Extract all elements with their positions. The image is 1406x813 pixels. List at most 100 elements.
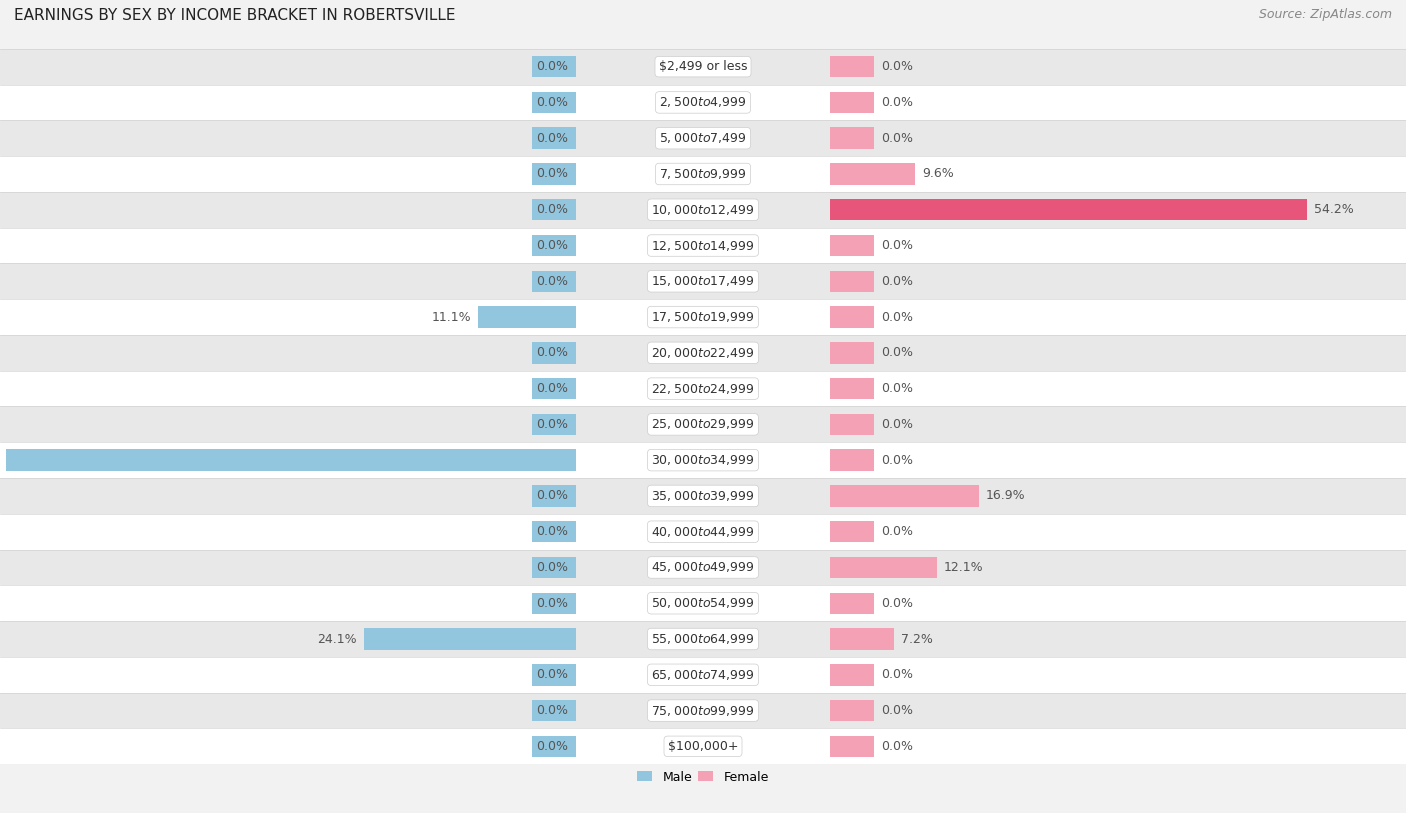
Text: 0.0%: 0.0%: [537, 203, 568, 216]
Text: 0.0%: 0.0%: [537, 597, 568, 610]
Text: $20,000 to $22,499: $20,000 to $22,499: [651, 346, 755, 360]
Bar: [831, 664, 875, 685]
Bar: [831, 378, 875, 399]
Bar: [831, 163, 915, 185]
Text: $50,000 to $54,999: $50,000 to $54,999: [651, 596, 755, 611]
Bar: [831, 235, 875, 256]
Text: 24.1%: 24.1%: [318, 633, 357, 646]
Text: 0.0%: 0.0%: [537, 167, 568, 180]
Text: 0.0%: 0.0%: [882, 346, 914, 359]
Text: 0.0%: 0.0%: [882, 311, 914, 324]
Text: 0.0%: 0.0%: [882, 454, 914, 467]
Text: 16.9%: 16.9%: [986, 489, 1025, 502]
Text: 0.0%: 0.0%: [537, 740, 568, 753]
Bar: [0, 657, 1406, 693]
Text: $65,000 to $74,999: $65,000 to $74,999: [651, 667, 755, 682]
Text: 0.0%: 0.0%: [882, 704, 914, 717]
Bar: [831, 700, 875, 721]
Bar: [531, 378, 575, 399]
Bar: [0, 585, 1406, 621]
Text: $100,000+: $100,000+: [668, 740, 738, 753]
Text: 0.0%: 0.0%: [537, 704, 568, 717]
Bar: [831, 307, 875, 328]
Bar: [531, 521, 575, 542]
Bar: [0, 120, 1406, 156]
Bar: [0, 228, 1406, 263]
Bar: [531, 342, 575, 363]
Bar: [0, 621, 1406, 657]
Bar: [831, 199, 1306, 220]
Text: 0.0%: 0.0%: [537, 489, 568, 502]
Text: 0.0%: 0.0%: [537, 525, 568, 538]
Text: 0.0%: 0.0%: [882, 275, 914, 288]
Text: $7,500 to $9,999: $7,500 to $9,999: [659, 167, 747, 181]
Text: EARNINGS BY SEX BY INCOME BRACKET IN ROBERTSVILLE: EARNINGS BY SEX BY INCOME BRACKET IN ROB…: [14, 8, 456, 23]
Text: $17,500 to $19,999: $17,500 to $19,999: [651, 310, 755, 324]
Bar: [0, 335, 1406, 371]
Text: $5,000 to $7,499: $5,000 to $7,499: [659, 131, 747, 146]
Bar: [831, 450, 875, 471]
Text: 0.0%: 0.0%: [537, 418, 568, 431]
Text: 0.0%: 0.0%: [882, 239, 914, 252]
Text: 12.1%: 12.1%: [943, 561, 983, 574]
Bar: [831, 56, 875, 77]
Text: 0.0%: 0.0%: [537, 561, 568, 574]
Text: 0.0%: 0.0%: [537, 668, 568, 681]
Bar: [831, 521, 875, 542]
Bar: [0, 478, 1406, 514]
Text: $10,000 to $12,499: $10,000 to $12,499: [651, 202, 755, 217]
Bar: [831, 485, 979, 506]
Bar: [831, 342, 875, 363]
Text: 0.0%: 0.0%: [537, 60, 568, 73]
Text: $12,500 to $14,999: $12,500 to $14,999: [651, 238, 755, 253]
Text: 0.0%: 0.0%: [882, 60, 914, 73]
Bar: [0, 49, 1406, 85]
Bar: [831, 557, 936, 578]
Bar: [831, 628, 894, 650]
Bar: [531, 199, 575, 220]
Text: 0.0%: 0.0%: [537, 275, 568, 288]
Text: $45,000 to $49,999: $45,000 to $49,999: [651, 560, 755, 575]
Bar: [0, 371, 1406, 406]
Bar: [831, 736, 875, 757]
Bar: [531, 485, 575, 506]
Text: $22,500 to $24,999: $22,500 to $24,999: [651, 381, 755, 396]
Bar: [0, 85, 1406, 120]
Bar: [531, 271, 575, 292]
Bar: [531, 128, 575, 149]
Text: $2,500 to $4,999: $2,500 to $4,999: [659, 95, 747, 110]
Bar: [531, 664, 575, 685]
Bar: [6, 450, 575, 471]
Text: 0.0%: 0.0%: [537, 96, 568, 109]
Bar: [531, 414, 575, 435]
Bar: [531, 92, 575, 113]
Bar: [531, 235, 575, 256]
Text: 0.0%: 0.0%: [882, 382, 914, 395]
Bar: [531, 700, 575, 721]
Text: $2,499 or less: $2,499 or less: [659, 60, 747, 73]
Text: $55,000 to $64,999: $55,000 to $64,999: [651, 632, 755, 646]
Text: 54.2%: 54.2%: [1313, 203, 1354, 216]
Bar: [0, 442, 1406, 478]
Bar: [478, 307, 575, 328]
Text: 0.0%: 0.0%: [882, 418, 914, 431]
Bar: [531, 736, 575, 757]
Bar: [831, 414, 875, 435]
Bar: [0, 299, 1406, 335]
Bar: [831, 593, 875, 614]
Text: $35,000 to $39,999: $35,000 to $39,999: [651, 489, 755, 503]
Text: $30,000 to $34,999: $30,000 to $34,999: [651, 453, 755, 467]
Bar: [831, 128, 875, 149]
Bar: [0, 406, 1406, 442]
Bar: [0, 693, 1406, 728]
Text: $75,000 to $99,999: $75,000 to $99,999: [651, 703, 755, 718]
Legend: Male, Female: Male, Female: [633, 766, 773, 789]
Text: 9.6%: 9.6%: [922, 167, 953, 180]
Text: 0.0%: 0.0%: [537, 346, 568, 359]
Text: 0.0%: 0.0%: [537, 239, 568, 252]
Bar: [831, 271, 875, 292]
Text: 0.0%: 0.0%: [882, 668, 914, 681]
Bar: [531, 56, 575, 77]
Bar: [0, 550, 1406, 585]
Bar: [364, 628, 575, 650]
